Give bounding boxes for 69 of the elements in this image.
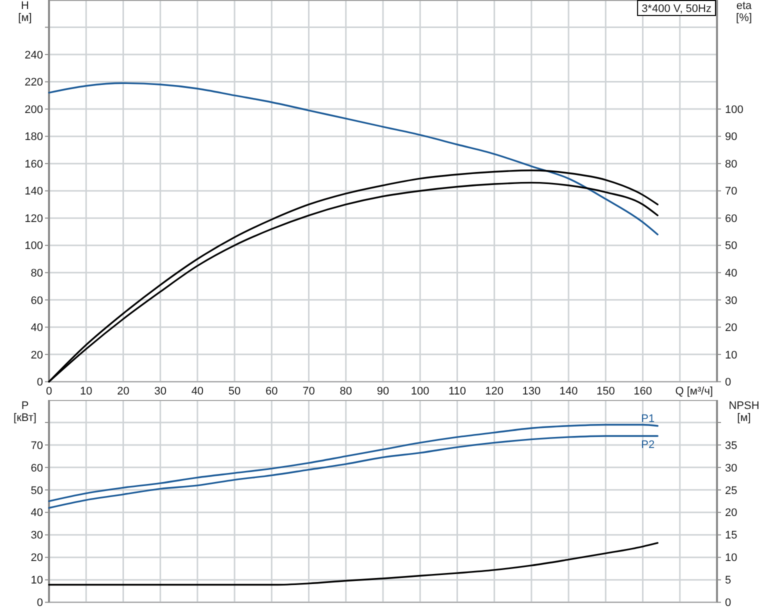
x-tick-label: 70: [302, 386, 315, 398]
y2-tick-label: 5: [725, 574, 732, 587]
y-axis-title: H [м]: [18, 0, 32, 24]
y2-tick-label: 50: [725, 240, 738, 252]
y2-tick-label: 40: [725, 267, 738, 280]
line-series: [48, 424, 658, 502]
y2-tick-label: 20: [725, 507, 738, 520]
y-tick-label: 70: [30, 440, 43, 452]
x-axis-title: Q [м³/ч]: [675, 386, 713, 398]
y2-tick-label: 30: [725, 462, 738, 474]
y-tick-label: 0: [36, 376, 43, 389]
y-tick-label: 160: [24, 158, 43, 170]
x-tick-label: 100: [410, 386, 430, 398]
y-tick-label: 100: [24, 240, 43, 252]
y2-tick-label: 30: [725, 294, 738, 307]
x-tick-label: 160: [634, 386, 652, 398]
x-tick-label: 130: [522, 386, 541, 398]
line-series: [48, 435, 658, 509]
y2-tick-label: 10: [725, 552, 738, 564]
x-tick-label: 0: [46, 386, 52, 398]
y2-axis-title: NPSH [м]: [728, 400, 760, 424]
x-tick-label: 150: [596, 386, 615, 398]
x-tick-label: 10: [80, 386, 92, 398]
y-tick-label: 220: [24, 76, 43, 89]
y-axis-title: P [кВт]: [14, 400, 36, 424]
y-tick-label: 60: [30, 462, 43, 474]
y-tick-label: 80: [30, 267, 43, 280]
x-tick-label: 30: [154, 386, 166, 398]
y-tick-label: 30: [30, 530, 43, 542]
line-series: [48, 542, 658, 586]
y-tick-label: 50: [30, 484, 43, 497]
y-tick-label: 10: [30, 574, 43, 587]
y-tick-label: 140: [24, 186, 43, 198]
y2-tick-label: 100: [725, 104, 744, 116]
y-tick-label: 180: [24, 131, 43, 144]
y2-tick-label: 70: [725, 186, 738, 198]
x-tick-label: 40: [191, 386, 204, 398]
y-tick-label: 120: [24, 212, 43, 225]
y-tick-label: 40: [30, 322, 43, 334]
series-label: P1: [641, 412, 655, 425]
x-tick-label: 140: [559, 386, 578, 398]
x-tick-label: 90: [376, 386, 390, 398]
y2-tick-label: 10: [725, 349, 738, 362]
y2-tick-label: 60: [725, 212, 738, 225]
y2-tick-label: 80: [725, 158, 738, 170]
y-tick-label: 60: [30, 294, 43, 307]
y-tick-label: 20: [30, 349, 43, 362]
y2-axis-title: eta [%]: [736, 0, 753, 24]
y2-tick-label: 25: [725, 484, 738, 497]
x-tick-label: 110: [448, 386, 466, 398]
y-tick-label: 40: [30, 507, 43, 520]
line-series: [48, 82, 658, 236]
y-tick-label: 240: [24, 49, 43, 62]
y2-tick-label: 15: [725, 530, 738, 542]
x-tick-label: 50: [228, 386, 241, 398]
x-tick-label: 20: [117, 386, 130, 398]
y2-tick-label: 0: [725, 597, 732, 610]
x-tick-label: 60: [266, 386, 278, 398]
series-label: P2: [641, 438, 655, 451]
y2-tick-label: 35: [725, 440, 738, 452]
chart-title: 3*400 V, 50Hz: [642, 3, 712, 15]
y-tick-label: 0: [36, 597, 43, 610]
x-tick-label: 120: [485, 386, 504, 398]
y-tick-label: 20: [30, 552, 43, 564]
y2-tick-label: 0: [725, 376, 732, 389]
y2-tick-label: 90: [725, 131, 738, 144]
x-tick-label: 80: [340, 386, 352, 398]
y-tick-label: 200: [24, 104, 43, 116]
y2-tick-label: 20: [725, 322, 738, 334]
